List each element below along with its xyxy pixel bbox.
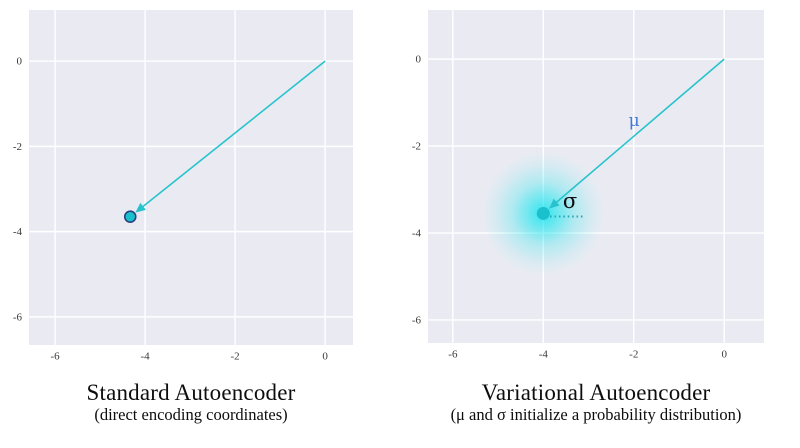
mu-label: μ xyxy=(629,111,640,131)
y-tick-label: -2 xyxy=(412,141,421,153)
right-plot-subtitle: (μ and σ initialize a probability distri… xyxy=(450,405,742,424)
y-tick-label: -4 xyxy=(412,228,422,240)
right-plot-title: Variational Autoencoder xyxy=(481,380,711,405)
y-tick-label: -6 xyxy=(13,311,23,323)
encoded-point-marker xyxy=(536,206,550,220)
y-tick-label: -2 xyxy=(13,141,22,153)
plot-panel-1: -6 -4 -2 0 0 -2 -4 -6 xyxy=(13,10,353,363)
encoding-arrow-line xyxy=(142,60,326,208)
plots-canvas: -6 -4 -2 0 0 -2 -4 -6 -6 -4 -2 0 0 -2 -4 -6 μ σ xyxy=(13,10,764,363)
y-tick-label: -4 xyxy=(13,226,23,238)
x-tick-label: -4 xyxy=(539,349,549,361)
y-tick-label: -6 xyxy=(412,314,422,326)
encoding-arrow-line xyxy=(556,58,725,203)
caption-variational-autoencoder: Variational Autoencoder (μ and σ initial… xyxy=(428,380,764,424)
x-tick-label: -4 xyxy=(141,351,151,363)
arrowhead xyxy=(549,198,560,209)
plot-background xyxy=(428,10,764,343)
y-tick-label: 0 xyxy=(416,54,422,66)
arrowhead xyxy=(135,202,146,213)
x-tick-label: 0 xyxy=(322,351,328,363)
encoded-point-marker xyxy=(123,210,137,224)
left-plot-subtitle: (direct encoding coordinates) xyxy=(94,405,288,424)
x-tick-label: -2 xyxy=(231,351,240,363)
x-tick-label: -6 xyxy=(448,349,458,361)
plot-background xyxy=(29,10,353,345)
x-tick-label: -6 xyxy=(51,351,61,363)
caption-standard-autoencoder: Standard Autoencoder (direct encoding co… xyxy=(29,380,353,424)
plot-panel-2: -6 -4 -2 0 0 -2 -4 -6 μ σ xyxy=(412,10,764,361)
y-tick-label: 0 xyxy=(17,56,23,68)
sigma-label: σ xyxy=(563,189,577,213)
left-plot-title: Standard Autoencoder xyxy=(86,380,296,405)
x-tick-label: -2 xyxy=(629,349,638,361)
x-tick-label: 0 xyxy=(721,349,727,361)
